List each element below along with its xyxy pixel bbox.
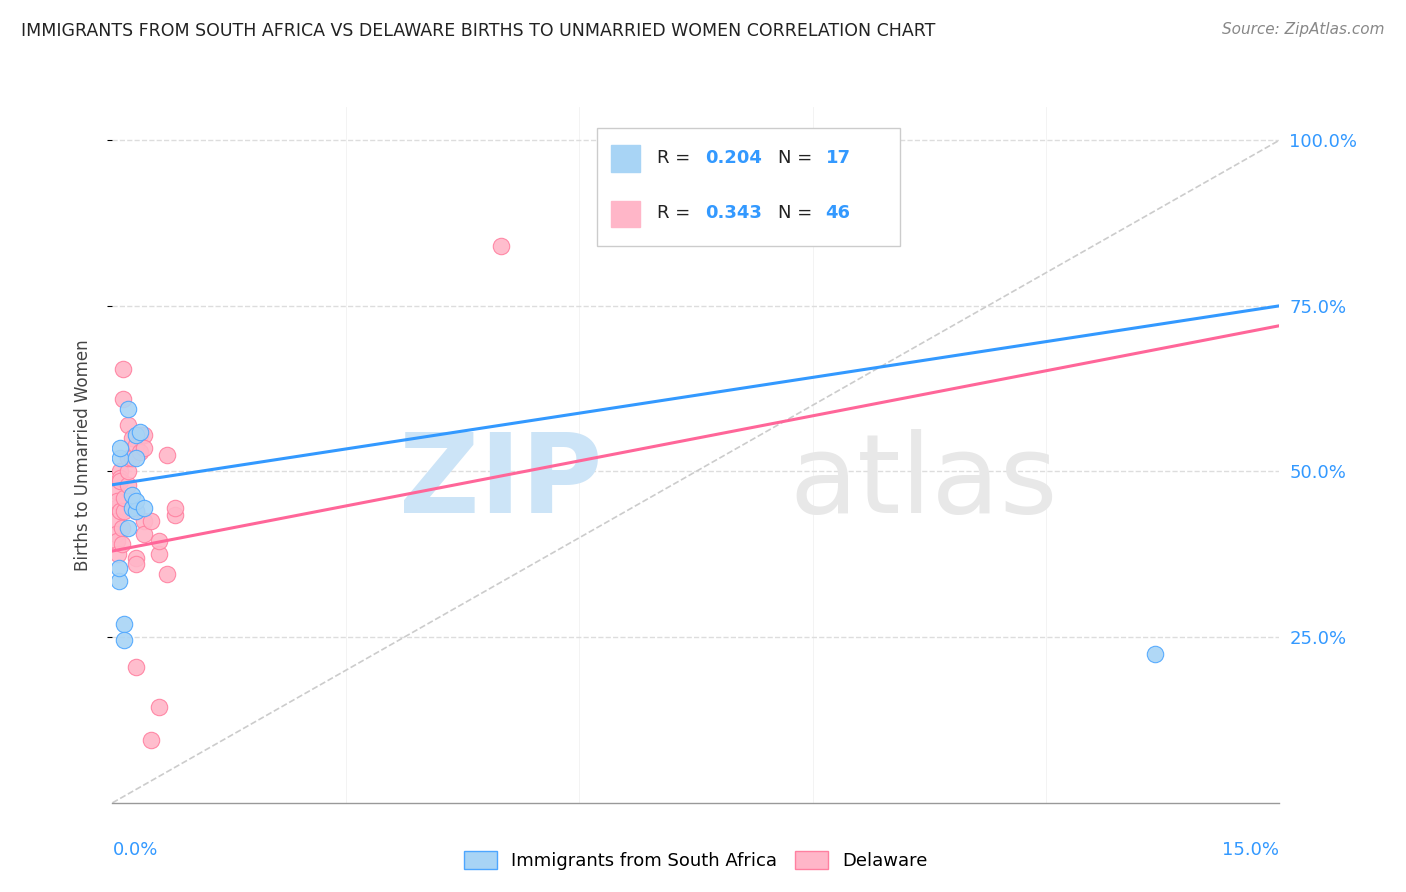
Point bbox=[141, 514, 163, 528]
Point bbox=[863, 133, 886, 147]
Point bbox=[117, 465, 139, 479]
Point bbox=[117, 418, 139, 433]
Point bbox=[125, 504, 148, 518]
Text: 0.204: 0.204 bbox=[706, 149, 762, 167]
Point bbox=[141, 732, 163, 747]
FancyBboxPatch shape bbox=[596, 128, 900, 246]
Point bbox=[125, 504, 148, 518]
Point bbox=[107, 574, 129, 588]
Point bbox=[105, 494, 128, 508]
Point bbox=[491, 239, 513, 253]
Point bbox=[872, 133, 894, 147]
Point bbox=[111, 361, 134, 376]
Point bbox=[117, 451, 139, 466]
Text: ZIP: ZIP bbox=[399, 429, 603, 536]
Point bbox=[148, 534, 170, 549]
Point bbox=[156, 567, 179, 582]
Point bbox=[132, 500, 155, 515]
Point bbox=[110, 442, 132, 456]
Point bbox=[128, 444, 150, 458]
Point bbox=[1143, 647, 1166, 661]
Point bbox=[121, 451, 143, 466]
Point bbox=[148, 699, 170, 714]
Point bbox=[105, 514, 128, 528]
Legend: Immigrants from South Africa, Delaware: Immigrants from South Africa, Delaware bbox=[457, 844, 935, 877]
Point bbox=[111, 521, 134, 535]
Point bbox=[104, 484, 127, 499]
Point bbox=[121, 488, 143, 502]
Text: 0.0%: 0.0% bbox=[112, 841, 157, 859]
Point bbox=[110, 465, 132, 479]
Point bbox=[107, 560, 129, 574]
Text: IMMIGRANTS FROM SOUTH AFRICA VS DELAWARE BIRTHS TO UNMARRIED WOMEN CORRELATION C: IMMIGRANTS FROM SOUTH AFRICA VS DELAWARE… bbox=[21, 22, 935, 40]
Text: atlas: atlas bbox=[789, 429, 1057, 536]
Point bbox=[125, 550, 148, 565]
Text: 15.0%: 15.0% bbox=[1222, 841, 1279, 859]
Point bbox=[110, 451, 132, 466]
Point bbox=[125, 494, 148, 508]
Point bbox=[105, 534, 128, 549]
Point bbox=[125, 558, 148, 572]
Point bbox=[112, 616, 135, 631]
Bar bbox=[610, 201, 640, 227]
Text: Source: ZipAtlas.com: Source: ZipAtlas.com bbox=[1222, 22, 1385, 37]
Point bbox=[110, 504, 132, 518]
Point bbox=[117, 477, 139, 491]
Point bbox=[125, 660, 148, 674]
Point bbox=[163, 508, 186, 522]
Point bbox=[163, 500, 186, 515]
Y-axis label: Births to Unmarried Women: Births to Unmarried Women bbox=[73, 339, 91, 571]
Point bbox=[125, 451, 148, 466]
Point bbox=[105, 527, 128, 541]
Point bbox=[104, 500, 127, 515]
Text: 46: 46 bbox=[825, 204, 851, 222]
Point bbox=[112, 504, 135, 518]
Point bbox=[128, 428, 150, 442]
Point bbox=[107, 547, 129, 561]
Point bbox=[132, 514, 155, 528]
Text: N =: N = bbox=[778, 149, 818, 167]
Point bbox=[110, 471, 132, 485]
Point bbox=[117, 521, 139, 535]
Point bbox=[132, 428, 155, 442]
Point bbox=[132, 442, 155, 456]
Point bbox=[111, 392, 134, 406]
Point bbox=[125, 428, 148, 442]
Point bbox=[128, 425, 150, 439]
Point bbox=[121, 431, 143, 445]
Text: N =: N = bbox=[778, 204, 818, 222]
Point bbox=[125, 438, 148, 452]
Text: R =: R = bbox=[658, 149, 696, 167]
Text: R =: R = bbox=[658, 204, 696, 222]
Bar bbox=[610, 145, 640, 172]
Point bbox=[110, 475, 132, 489]
Point bbox=[111, 537, 134, 551]
Point bbox=[112, 491, 135, 505]
Point bbox=[117, 401, 139, 416]
Point bbox=[148, 547, 170, 561]
Point bbox=[156, 448, 179, 462]
Point bbox=[112, 633, 135, 648]
Text: 17: 17 bbox=[825, 149, 851, 167]
Point bbox=[121, 500, 143, 515]
Point bbox=[132, 527, 155, 541]
Text: 0.343: 0.343 bbox=[706, 204, 762, 222]
